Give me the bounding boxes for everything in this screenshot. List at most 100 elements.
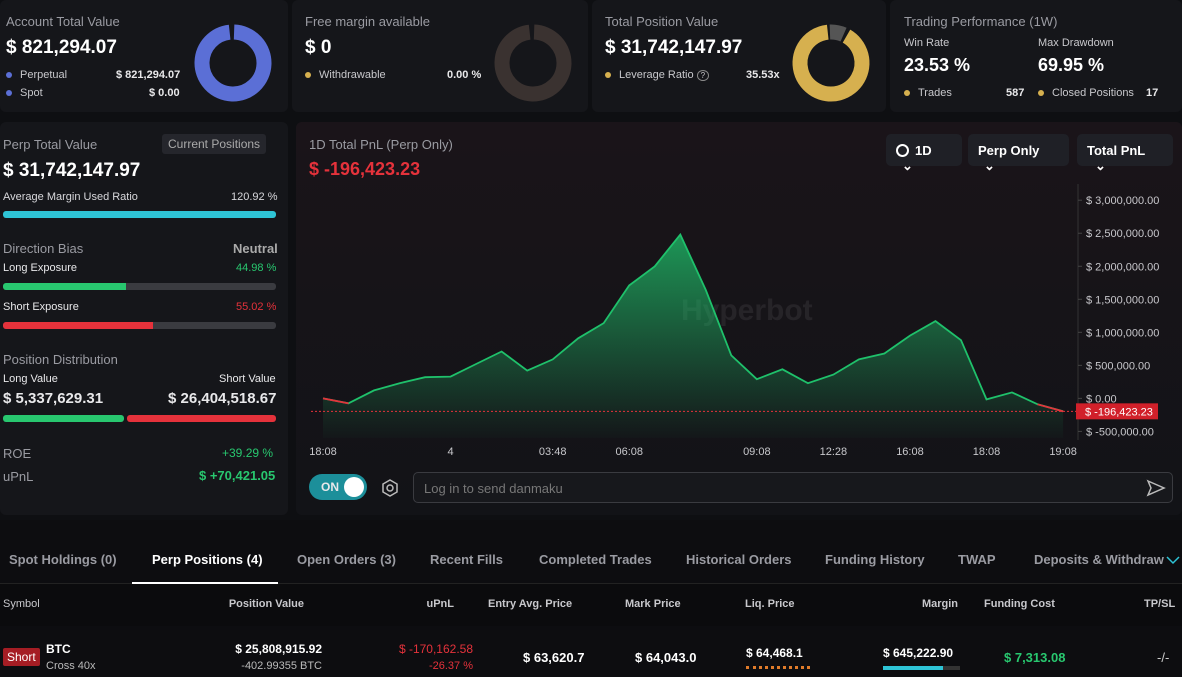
short-bar	[3, 322, 154, 329]
tab[interactable]: TWAP	[958, 552, 996, 567]
margin: $ 645,222.90	[883, 646, 954, 660]
long-value: $ 5,337,629.31	[3, 390, 104, 407]
tab[interactable]: Open Orders (3)	[297, 552, 396, 567]
send-icon[interactable]	[1146, 478, 1166, 498]
column-header[interactable]: Symbol	[3, 598, 40, 610]
current-value-badge	[1076, 403, 1158, 420]
long-track	[3, 283, 276, 290]
tab[interactable]: Funding History	[825, 552, 925, 567]
section-title: Direction Bias	[3, 241, 84, 256]
card-title: Free margin available	[305, 14, 431, 29]
tab[interactable]: Completed Trades	[539, 552, 652, 567]
label: Leverage Ratio	[619, 69, 694, 81]
mark-price: $ 64,043.0	[635, 650, 697, 665]
row-value: 0.00 %	[447, 69, 482, 81]
chart-current-value: $ -196,423.23	[309, 159, 421, 179]
card-value: $ 821,294.07	[6, 37, 117, 58]
x-tick-label: 19:08	[1049, 446, 1077, 458]
x-tick-label: 4	[448, 446, 454, 458]
row-label: Leverage Ratio ?	[605, 69, 710, 81]
y-tick-label: $ -500,000.00	[1086, 426, 1154, 438]
column-header[interactable]: uPnL	[426, 598, 455, 610]
label: uPnL	[3, 469, 34, 484]
current-positions-button[interactable]: Current Positions	[162, 134, 267, 154]
card-title: Trading Performance (1W)	[904, 14, 1058, 29]
donut	[194, 24, 272, 102]
column-header[interactable]: Mark Price	[625, 598, 681, 610]
label: Spot	[20, 87, 43, 99]
label: 1D	[915, 143, 932, 158]
x-tick-label: 18:08	[973, 446, 1001, 458]
column-header[interactable]: Position Value	[228, 598, 304, 610]
x-tick-label: 03:48	[539, 446, 567, 458]
card-value: $ 0	[305, 37, 332, 58]
label: Perp Only	[978, 143, 1040, 158]
period-dropdown[interactable]: 1D ⌄	[886, 134, 962, 173]
card: Account Total Value $ 821,294.07 Perpetu…	[0, 0, 288, 112]
tab[interactable]: Recent Fills	[430, 552, 503, 567]
dist-long-bar	[3, 415, 124, 422]
upnl: $ -170,162.58	[398, 642, 473, 656]
x-tick-label: 09:08	[743, 446, 771, 458]
tab[interactable]: Historical Orders	[686, 552, 792, 567]
bias-value: Neutral	[233, 241, 278, 256]
x-tick-label: 18:08	[309, 446, 337, 458]
left-panel: Perp Total Value Current Positions $ 31,…	[0, 122, 288, 515]
column-header[interactable]: Entry Avg. Price	[488, 598, 573, 610]
y-tick-label: $ 1,500,000.00	[1086, 294, 1159, 306]
upnl-pct: -26.37 %	[428, 660, 473, 672]
column-header[interactable]: TP/SL	[1144, 598, 1176, 610]
y-tick-label: $ 1,000,000.00	[1086, 327, 1159, 339]
placeholder: Log in to send danmaku	[424, 481, 563, 496]
tabs-more[interactable]	[1166, 555, 1180, 565]
column-header[interactable]: Funding Cost	[984, 598, 1055, 610]
label: Average Margin Used Ratio	[3, 191, 138, 203]
y-tick-label: $ 500,000.00	[1086, 360, 1150, 372]
row-value: 587	[1006, 87, 1025, 99]
metric-dropdown[interactable]: Total PnL ⌄	[1077, 134, 1173, 173]
column-header[interactable]: Margin	[921, 598, 958, 610]
y-tick-label: $ 3,000,000.00	[1086, 195, 1159, 207]
scope-dropdown[interactable]: Perp Only ⌄	[968, 134, 1069, 173]
settings-icon[interactable]	[381, 479, 399, 497]
label: Short Exposure	[3, 301, 79, 313]
card-value: $ 31,742,147.97	[605, 37, 743, 58]
liq-indicator	[746, 666, 810, 669]
tab[interactable]: Deposits & Withdraw	[1034, 552, 1164, 567]
margin-bar	[3, 211, 276, 218]
row-label: Spot	[6, 87, 43, 99]
panel-title: Perp Total Value	[3, 137, 98, 152]
label: Total PnL	[1087, 143, 1146, 158]
pnl-line	[322, 232, 1064, 413]
label: ON	[321, 480, 339, 494]
tab[interactable]: Perp Positions (4)	[152, 552, 263, 567]
mode: Cross 40x	[46, 660, 96, 672]
danmaku-input[interactable]: Log in to send danmaku	[413, 472, 1173, 503]
short-value: $ 26,404,518.67	[168, 390, 277, 407]
long-bar	[3, 283, 126, 290]
row-value: $ 821,294.07	[116, 69, 181, 81]
row-label: Perpetual	[6, 69, 67, 81]
value: 55.02 %	[236, 301, 277, 313]
card: Total Position Value $ 31,742,147.97 Lev…	[592, 0, 886, 112]
negative-segment	[322, 397, 349, 405]
active-tab-underline	[132, 582, 278, 584]
column-header[interactable]: Liq. Price	[745, 598, 795, 610]
current-value-label: $ -196,423.23	[1085, 406, 1153, 418]
metric-label: Max Drawdown	[1038, 37, 1114, 49]
short-track	[3, 322, 276, 329]
tab[interactable]: Spot Holdings (0)	[9, 552, 117, 567]
row-label: Closed Positions	[1038, 87, 1134, 99]
label: Long Value	[3, 373, 58, 385]
chart-panel: 1D Total PnL (Perp Only) $ -196,423.23 1…	[296, 122, 1182, 515]
x-tick-label: 06:08	[615, 446, 643, 458]
label: Perpetual	[20, 69, 68, 81]
x-tick-label: 12:28	[820, 446, 848, 458]
y-tick-label: $ 2,000,000.00	[1086, 261, 1159, 273]
margin-track	[883, 666, 960, 670]
tab-bar	[0, 520, 1182, 584]
entry-price: $ 63,620.7	[523, 650, 585, 665]
upnl-value: $ +70,421.05	[199, 468, 276, 483]
label: Long Exposure	[3, 262, 77, 274]
danmaku-toggle[interactable]: ON	[309, 474, 367, 500]
